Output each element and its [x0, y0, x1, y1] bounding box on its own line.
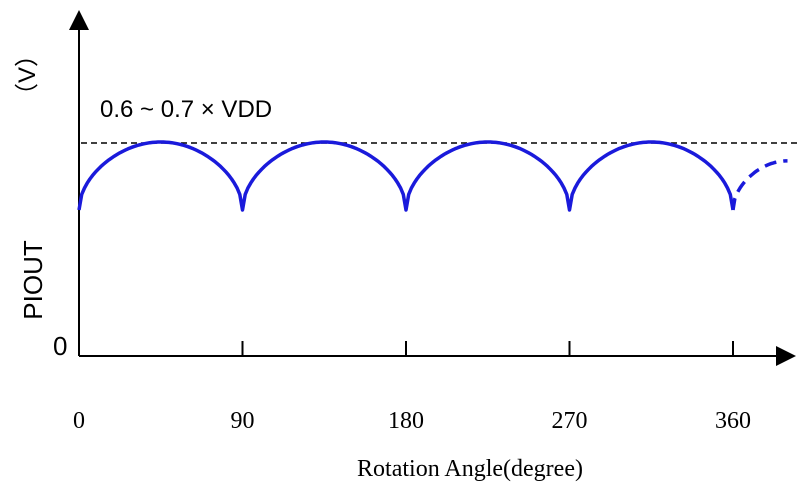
y-axis-label: PIOUT — [18, 240, 48, 320]
x-tick-label: 180 — [388, 408, 424, 434]
piout-curve-continuation — [731, 159, 788, 211]
y-axis-arrow-icon — [69, 10, 89, 30]
x-tick-label: 0 — [73, 408, 85, 434]
x-tick-labels: 0 90 180 270 360 — [73, 408, 751, 434]
x-axis-label: Rotation Angle(degree) — [357, 456, 583, 482]
x-tick-label: 270 — [552, 408, 588, 434]
x-ticks — [241, 341, 734, 356]
threshold-label: 0.6 ~ 0.7 × VDD — [100, 96, 272, 123]
y-zero-label: 0 — [53, 331, 67, 361]
x-tick-label: 360 — [715, 408, 751, 434]
piout-curve — [77, 140, 735, 212]
x-axis-arrow-icon — [776, 346, 796, 366]
y-axis-unit: （V） — [14, 43, 41, 107]
x-tick-label: 90 — [231, 408, 255, 434]
